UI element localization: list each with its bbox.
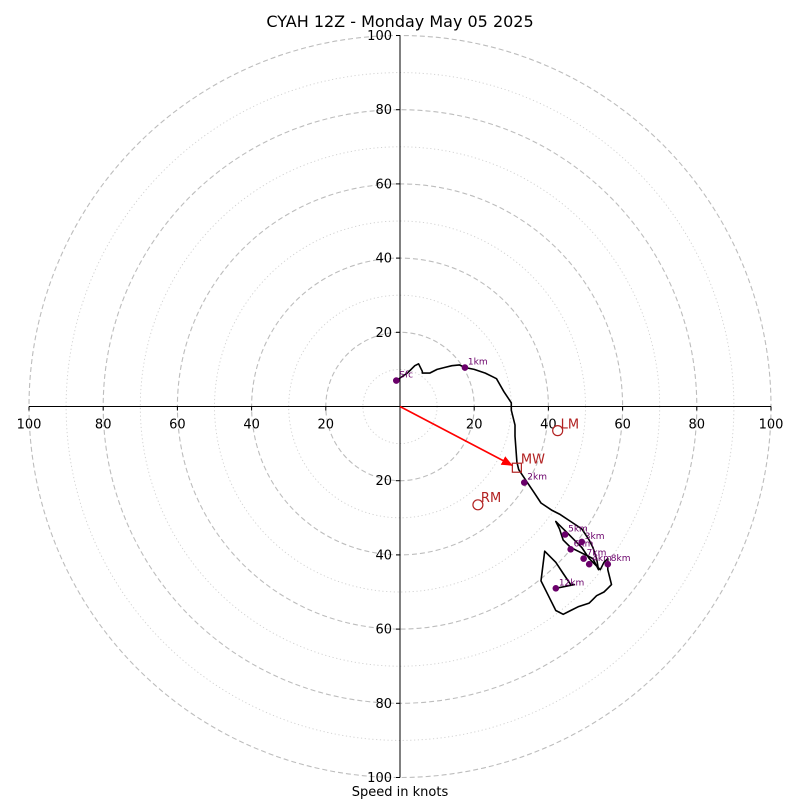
mean-wind-label: MW	[521, 453, 545, 468]
height-marker-label: 4km	[592, 554, 612, 564]
height-marker-label: 2km	[527, 473, 547, 483]
height-marker-label: 6km	[574, 539, 594, 549]
y-tick-label: 80	[375, 103, 392, 118]
height-marker-point	[552, 584, 560, 592]
right-mover-marker	[472, 499, 484, 511]
height-marker-point	[578, 538, 586, 546]
x-tick-label: 20	[318, 418, 335, 433]
height-marker-point	[461, 364, 469, 371]
height-marker-point	[392, 377, 400, 384]
y-tick-label: 60	[375, 623, 392, 638]
height-marker-label: 5km	[568, 524, 588, 534]
height-marker-point	[604, 560, 612, 568]
height-marker-label: 7km	[587, 549, 607, 559]
left-mover-marker	[552, 425, 564, 437]
height-marker-point	[561, 531, 569, 538]
x-tick-label: 20	[466, 418, 483, 433]
mean-wind-arrow	[399, 405, 514, 467]
x-tick-label: 40	[243, 418, 260, 433]
height-marker-point	[567, 546, 574, 553]
height-marker-label: 3km	[585, 532, 605, 542]
height-marker-point	[585, 560, 593, 568]
chart-title: CYAH 12Z - Monday May 05 2025	[266, 12, 533, 31]
wind-trace-line	[395, 362, 613, 616]
x-tick-label: 80	[689, 418, 706, 433]
height-marker-point	[520, 479, 528, 486]
y-tick-label: 60	[375, 177, 392, 192]
height-marker-label: 12km	[559, 578, 584, 588]
left-mover-label: LM	[561, 418, 579, 433]
x-axis-label: Speed in knots	[352, 785, 449, 800]
x-tick-label: 100	[17, 418, 42, 433]
x-tick-label: 60	[614, 418, 631, 433]
height-marker-point	[580, 555, 587, 562]
storm-motion-layer: MW LM RM	[399, 405, 579, 511]
x-tick-label: 80	[95, 418, 112, 433]
y-tick-label: 40	[375, 252, 392, 267]
mean-wind-marker	[511, 462, 522, 473]
x-tick-label: 40	[540, 418, 557, 433]
y-tick-label: 40	[375, 548, 392, 563]
x-tick-label: 100	[759, 418, 784, 433]
axis-ticks: 100 80 60 40 20 20 40 60 80 100 100 80 60 40 20 20 40 60 8…	[17, 29, 784, 786]
x-tick-label: 60	[169, 418, 186, 433]
y-tick-label: 80	[375, 697, 392, 712]
y-tick-label: 100	[367, 29, 392, 44]
right-mover-label: RM	[481, 491, 501, 506]
height-marker-label: 8km	[611, 554, 631, 564]
height-marker-label: 1km	[468, 358, 488, 368]
y-tick-label: 20	[375, 474, 392, 489]
y-tick-label: 20	[375, 326, 392, 341]
height-marker-label: Sfc	[399, 371, 413, 381]
wind-trace-layer	[395, 362, 613, 616]
y-tick-label: 100	[367, 771, 392, 786]
